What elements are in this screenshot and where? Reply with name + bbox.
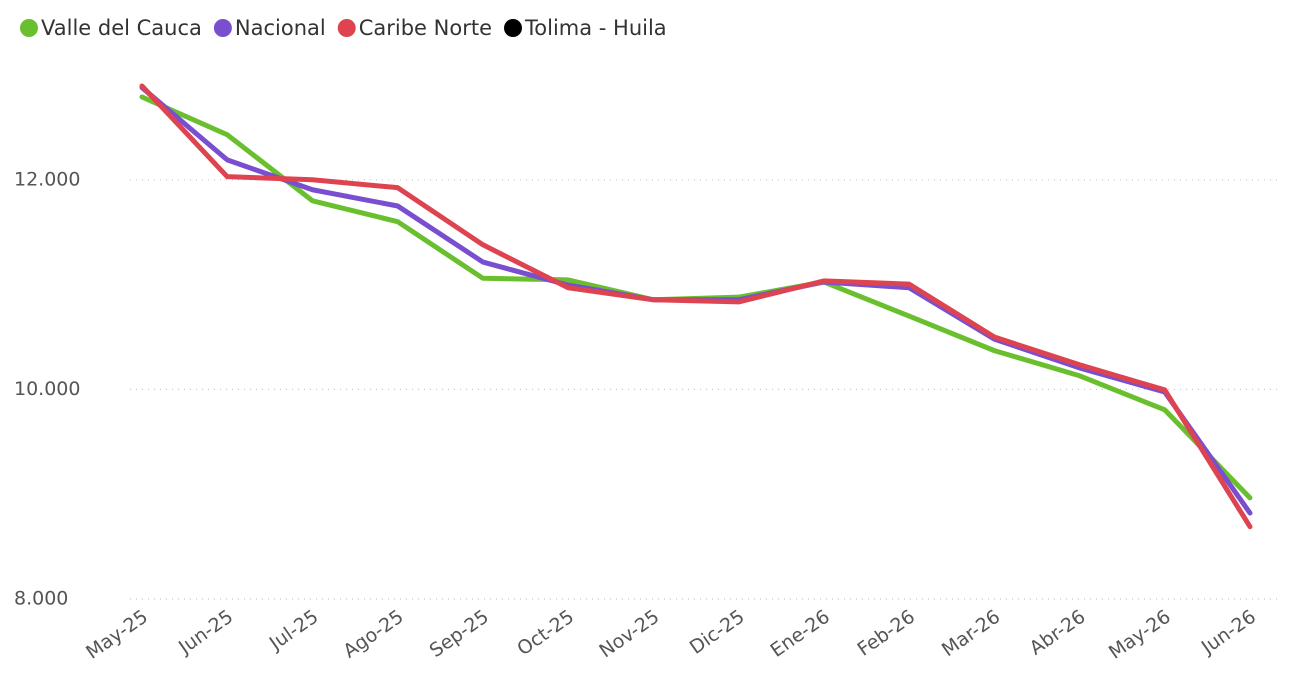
- y-tick-label: 12.000: [14, 168, 80, 190]
- legend-marker: [213, 19, 232, 37]
- legend-marker: [20, 19, 38, 37]
- legend-label: Tolima - Huila: [524, 16, 667, 40]
- x-tick-label: Ago-25: [339, 606, 407, 663]
- x-tick-label: Ene-26: [767, 606, 834, 662]
- x-tick-label: Oct-25: [513, 606, 578, 661]
- x-tick-label: May-26: [1105, 606, 1175, 664]
- legend-label: Valle del Cauca: [41, 16, 202, 40]
- x-tick-label: Mar-26: [938, 606, 1004, 662]
- legend-marker: [337, 19, 356, 37]
- x-tick-label: Sep-25: [426, 606, 493, 662]
- x-tick-label: Jul-25: [265, 606, 323, 656]
- x-tick-label: Nov-25: [595, 606, 663, 663]
- x-tick-label: Feb-26: [853, 606, 919, 661]
- x-tick-label: Abr-26: [1026, 606, 1090, 660]
- legend-label: Nacional: [235, 16, 326, 40]
- legend-marker: [504, 19, 522, 37]
- x-tick-label: May-25: [82, 606, 152, 664]
- y-tick-label: 10.000: [14, 378, 80, 400]
- x-tick-label: Jun-26: [1197, 606, 1260, 659]
- legend: Valle del Cauca Nacional Caribe Norte Tolim…: [20, 16, 667, 40]
- x-tick-label: Dic-25: [686, 606, 749, 659]
- x-tick-label: Jun-25: [174, 606, 237, 659]
- legend-label: Caribe Norte: [359, 16, 492, 40]
- series-line: [139, 83, 1253, 530]
- y-tick-label: 8.000: [14, 588, 68, 610]
